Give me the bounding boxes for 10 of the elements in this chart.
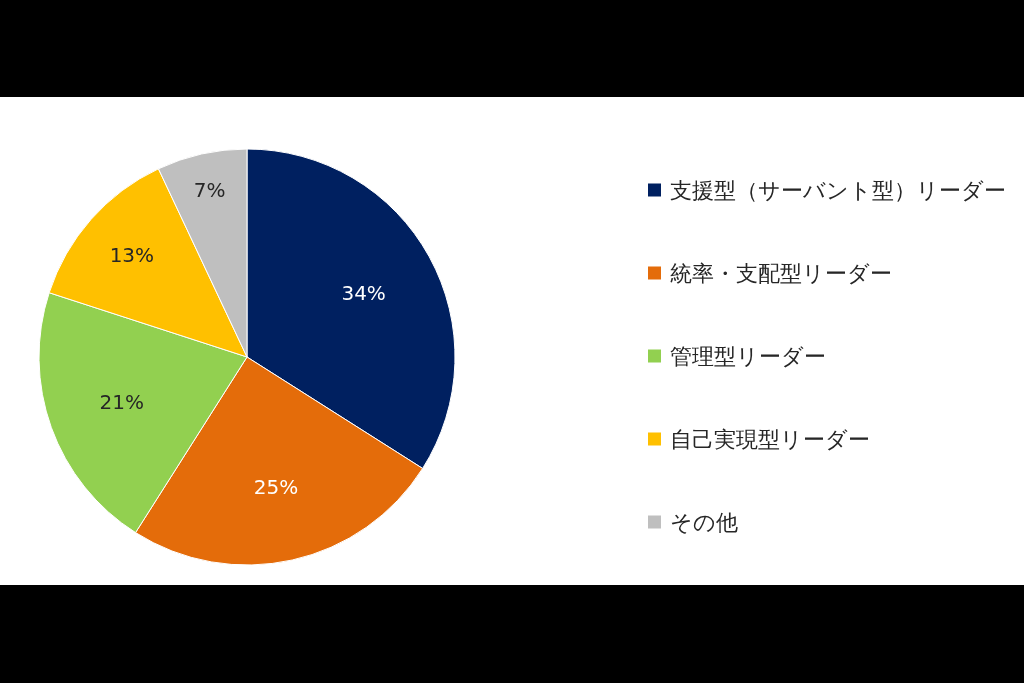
data-label: 7% bbox=[193, 178, 226, 203]
data-label: 13% bbox=[109, 243, 155, 268]
data-label: 34% bbox=[341, 280, 386, 305]
legend-label: 自己実現型リーダー bbox=[670, 426, 870, 452]
legend-label: その他 bbox=[670, 509, 738, 535]
data-label: 21% bbox=[99, 390, 144, 415]
legend-label: 管理型リーダー bbox=[670, 343, 826, 369]
data-label: 25% bbox=[253, 474, 299, 499]
legend-label: 統率・支配型リーダー bbox=[670, 260, 892, 286]
legend-label: 支援型（サーバント型）リーダー bbox=[670, 177, 1006, 203]
